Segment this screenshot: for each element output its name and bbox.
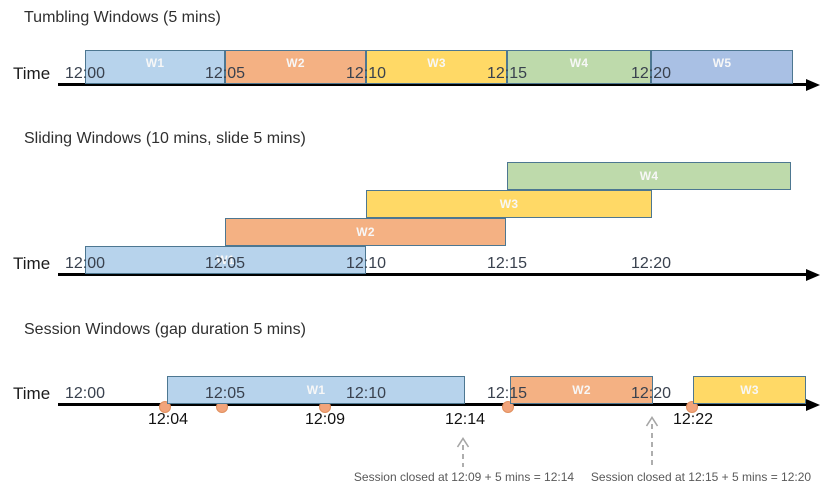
window-bar: W4 — [507, 162, 791, 190]
event-time-label: 12:09 — [304, 411, 346, 428]
time-axis-label: Time — [13, 384, 51, 403]
tick-label: 12:05 — [204, 255, 246, 272]
arrowhead-icon — [806, 79, 820, 91]
window-label: W1 — [306, 383, 326, 397]
tick-label: 12:20 — [630, 255, 672, 272]
timeline-axis — [58, 83, 806, 86]
window-label: W3 — [499, 197, 519, 211]
tick-label: 12:20 — [630, 385, 672, 402]
timeline-axis — [58, 273, 806, 276]
section-title: Tumbling Windows (5 mins) — [24, 9, 221, 26]
time-axis-label: Time — [13, 64, 51, 83]
window-label: W2 — [286, 55, 305, 70]
tick-label: 12:15 — [486, 385, 528, 402]
window-bar: W2 — [225, 50, 366, 84]
tick-label: 12:20 — [630, 65, 672, 82]
window-label: W5 — [712, 55, 732, 70]
window-bar: W3 — [693, 376, 806, 404]
tick-label: 12:05 — [204, 65, 246, 82]
tick-label: 12:15 — [486, 255, 528, 272]
window-label: W1 — [145, 55, 165, 70]
timeline-axis — [58, 403, 806, 406]
section-title: Session Windows (gap duration 5 mins) — [24, 321, 306, 338]
tick-label: 12:10 — [345, 255, 387, 272]
window-bar: W3 — [366, 50, 507, 84]
window-bar: W1 — [167, 376, 465, 404]
window-label: W2 — [572, 383, 591, 397]
arrowhead-icon — [806, 399, 820, 411]
window-bar: W1 — [85, 246, 366, 274]
event-dot — [686, 401, 698, 413]
arrowhead-icon — [806, 269, 820, 281]
time-axis-label: Time — [13, 254, 51, 273]
event-time-label: 12:22 — [672, 411, 714, 428]
window-label: W3 — [740, 383, 759, 397]
window-label: W2 — [356, 225, 375, 239]
window-bar: W5 — [651, 50, 793, 84]
tick-label: 12:10 — [345, 385, 387, 402]
callout-text: Session closed at 12:09 + 5 mins = 12:14 — [353, 470, 575, 484]
dashed-up-arrow-icon — [644, 415, 660, 473]
dashed-up-arrow-icon — [455, 436, 471, 473]
tick-label: 12:00 — [64, 65, 106, 82]
window-bar: W3 — [366, 190, 652, 218]
event-dot — [159, 401, 171, 413]
tick-label: 12:05 — [204, 385, 246, 402]
tick-label: 12:00 — [64, 255, 106, 272]
window-bar: W2 — [225, 218, 506, 246]
window-label: W4 — [569, 55, 589, 70]
event-time-label: 12:14 — [444, 411, 486, 428]
event-time-label: 12:04 — [147, 411, 189, 428]
tick-label: 12:10 — [345, 65, 387, 82]
event-dot — [502, 401, 514, 413]
tick-label: 12:15 — [486, 65, 528, 82]
window-bar: W2 — [510, 376, 653, 404]
tick-label: 12:00 — [64, 385, 106, 402]
section-title: Sliding Windows (10 mins, slide 5 mins) — [24, 130, 306, 147]
window-label: W3 — [427, 55, 446, 70]
window-label: W4 — [639, 169, 659, 183]
window-bar: W1 — [85, 50, 225, 84]
callout-text: Session closed at 12:15 + 5 mins = 12:20 — [590, 470, 812, 484]
window-label: W1 — [216, 253, 235, 267]
window-bar: W4 — [507, 50, 651, 84]
